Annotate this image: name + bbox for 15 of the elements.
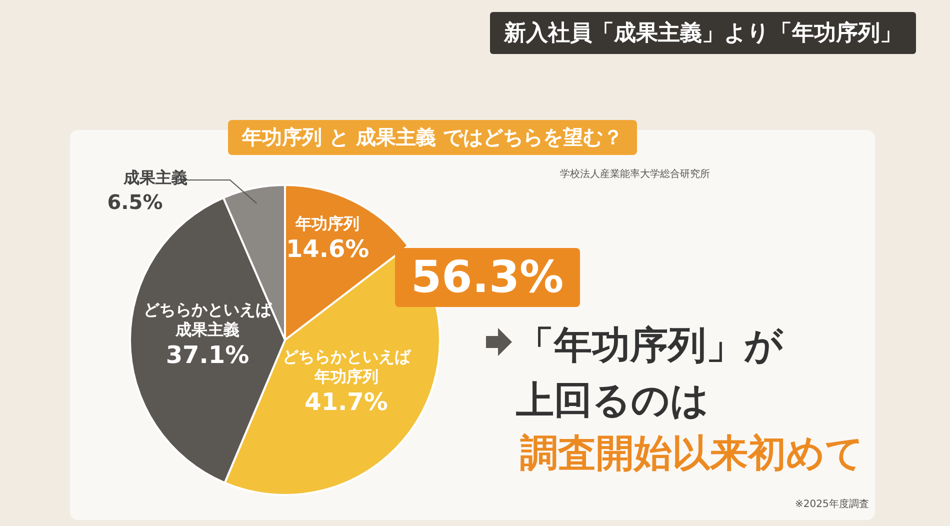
text: 学校法人産業能率大学総合研究所 — [560, 168, 710, 181]
text: 調査開始以来初めて — [520, 430, 864, 477]
slice-label: どちらかといえば成果主義 — [142, 300, 274, 340]
text: ※2025年度調査 — [795, 498, 869, 511]
slice-label: どちらかといえば年功序列 — [281, 347, 412, 388]
text: 56.3% — [395, 248, 580, 307]
text: 「年功序列」が上回るのは — [516, 322, 784, 424]
data-label: 41.7% — [304, 387, 389, 418]
chart-subtitle: 年功序列 と 成果主義 ではどちらを望む？ — [228, 120, 637, 155]
slice-label: 年功序列 — [294, 214, 361, 234]
data-label: 6.5% — [106, 188, 164, 215]
slice-label: 成果主義 — [122, 168, 189, 189]
data-label: 37.1% — [164, 340, 250, 370]
data-label: 14.6% — [284, 234, 370, 264]
text: 新入社員「成果主義」より「年功序列」 — [490, 12, 916, 54]
